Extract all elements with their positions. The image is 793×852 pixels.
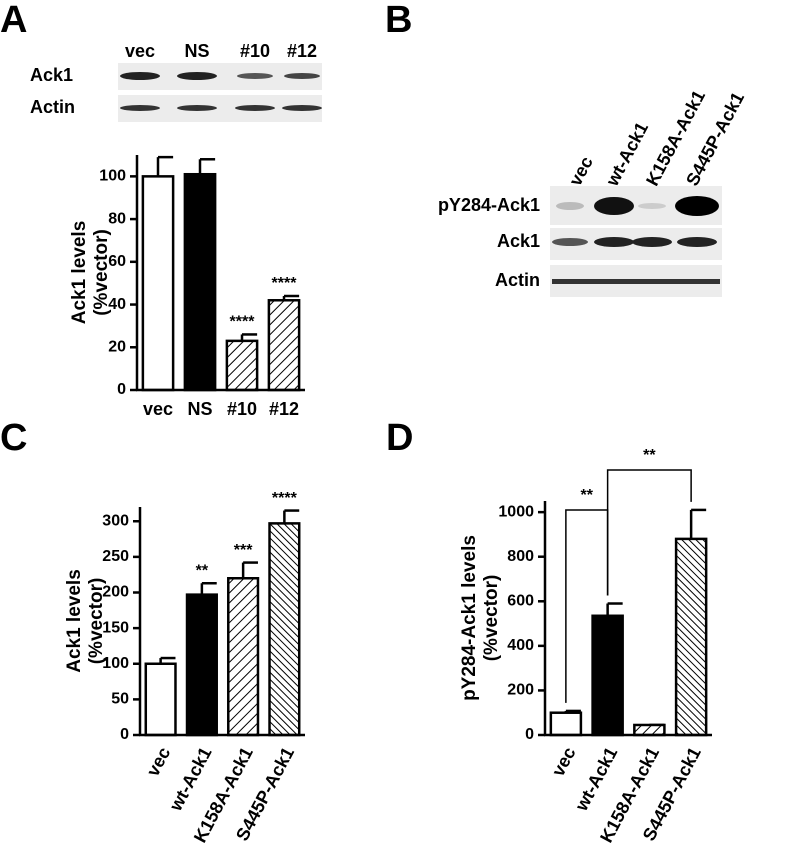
row-label: Actin [30, 97, 75, 117]
y-axis-label: Ack1 levels [64, 569, 85, 673]
y-tick-label: 600 [507, 593, 534, 610]
row-label: Ack1 [497, 231, 540, 251]
y-axis-label: (%vector) [481, 575, 502, 662]
lane-label: #12 [287, 41, 317, 61]
band [177, 72, 217, 80]
significance: ** [196, 562, 209, 579]
y-axis-label: pY284-Ack1 levels [459, 535, 480, 701]
bar [591, 614, 624, 737]
x-tick-label: vec [548, 744, 580, 780]
band [282, 105, 322, 111]
y-tick-label: 0 [525, 726, 534, 743]
x-tick-label: vec [143, 399, 173, 419]
panel-label: A [0, 0, 27, 41]
bar [144, 662, 177, 737]
y-tick-label: 0 [117, 381, 126, 398]
bar [185, 593, 218, 737]
lane-label: NS [184, 41, 209, 61]
bar [674, 537, 708, 737]
y-tick-label: 80 [108, 210, 126, 227]
significance: ** [581, 487, 594, 504]
panel-label: B [385, 0, 412, 41]
band [284, 73, 320, 79]
lane-label: #10 [240, 41, 270, 61]
y-tick-label: 50 [111, 691, 129, 708]
y-tick-label: 400 [507, 637, 534, 654]
blot-a: vec NS #10 #12 Ack1 Actin [30, 41, 322, 122]
band [594, 237, 634, 247]
band [677, 237, 717, 247]
significance: ** [643, 447, 656, 464]
y-tick-label: 100 [102, 655, 129, 672]
y-axis-label: (%vector) [91, 229, 112, 316]
band [594, 197, 634, 215]
panel-label: C [0, 417, 27, 459]
y-tick-label: 100 [99, 168, 126, 185]
y-axis-label: Ack1 levels [69, 221, 90, 325]
band [675, 196, 719, 216]
significance: *** [234, 542, 253, 559]
y-tick-label: 20 [108, 338, 126, 355]
bracket [606, 469, 692, 596]
y-tick-label: 250 [102, 548, 129, 565]
band [556, 202, 584, 210]
y-tick-label: 300 [102, 512, 129, 529]
y-tick-label: 200 [507, 682, 534, 699]
x-tick-label: vec [143, 744, 175, 780]
band [237, 73, 273, 79]
significance: **** [272, 490, 298, 507]
band [120, 105, 160, 111]
bar [225, 339, 259, 392]
panel-label: D [386, 417, 413, 459]
lane-label: vec [565, 153, 597, 189]
bar [267, 299, 301, 392]
significance: **** [272, 275, 298, 292]
band [120, 72, 160, 80]
y-tick-label: 1000 [498, 503, 534, 520]
band [552, 279, 720, 284]
y-tick-label: 200 [102, 584, 129, 601]
bar [549, 711, 583, 737]
bar [227, 577, 260, 737]
band [552, 238, 588, 246]
y-tick-label: 40 [108, 296, 126, 313]
band [638, 203, 666, 209]
bar [633, 723, 666, 737]
y-tick-label: 150 [102, 619, 129, 636]
row-label: Actin [495, 270, 540, 290]
y-tick-label: 60 [108, 253, 126, 270]
bar [183, 172, 217, 392]
y-tick-label: 0 [120, 726, 129, 743]
x-tick-label: #10 [227, 399, 257, 419]
lane-label: vec [125, 41, 155, 61]
blot-b: vec wt-Ack1 K158A-Ack1 S445P-Ack1 pY284-… [438, 87, 748, 297]
bar [268, 522, 301, 737]
band [632, 237, 672, 247]
y-axis-label: (%vector) [86, 578, 107, 665]
x-tick-label: #12 [269, 399, 299, 419]
band [235, 105, 275, 111]
x-tick-label: NS [187, 399, 212, 419]
row-label: pY284-Ack1 [438, 195, 540, 215]
row-label: Ack1 [30, 65, 73, 85]
band [177, 105, 217, 111]
y-tick-label: 800 [507, 548, 534, 565]
significance: **** [230, 314, 256, 331]
bar [141, 175, 175, 392]
